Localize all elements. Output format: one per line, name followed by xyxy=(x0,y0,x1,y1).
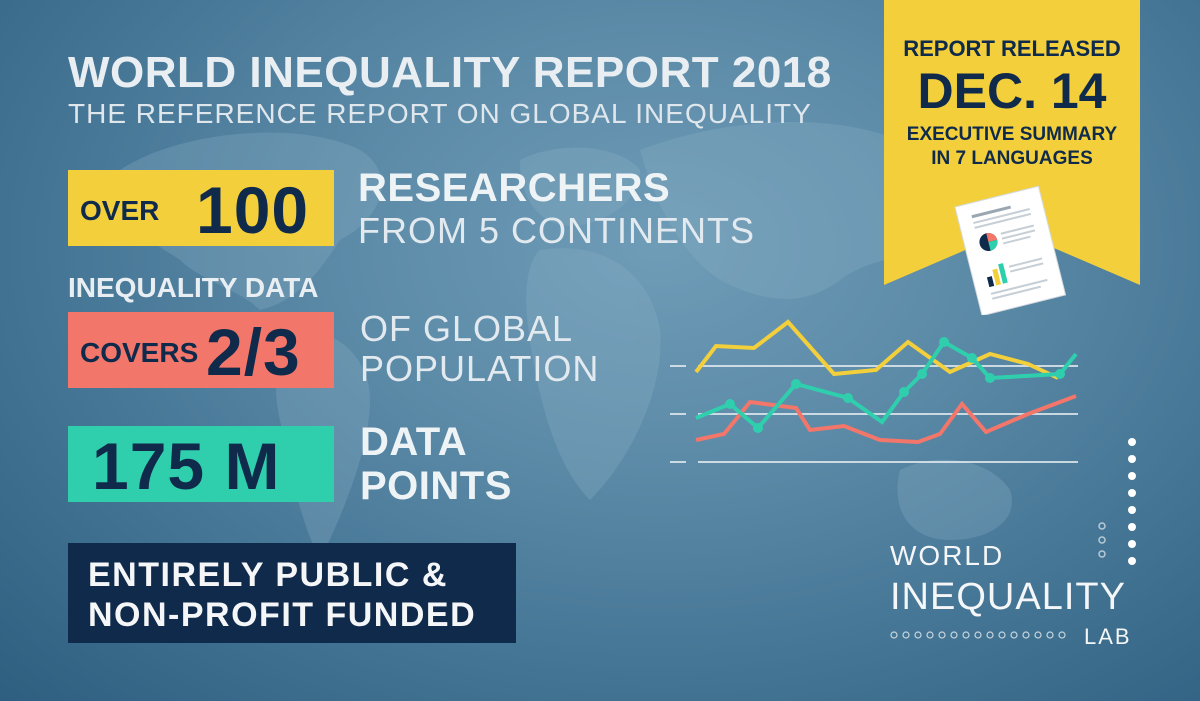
researchers-label: RESEARCHERS xyxy=(358,166,671,210)
summary-line2: IN 7 LANGUAGES xyxy=(931,148,1093,169)
datapoints-label-line1: DATA xyxy=(360,420,468,464)
coverage-box: COVERS 2/3 xyxy=(68,312,334,389)
funding-line1: ENTIRELY PUBLIC & xyxy=(88,556,448,594)
dotted-line-icon xyxy=(1098,522,1106,558)
release-ribbon xyxy=(884,0,1140,285)
datapoints-label-line2: POINTS xyxy=(360,464,512,508)
pie-chart-icon xyxy=(979,232,998,251)
coverage-above-label: INEQUALITY DATA xyxy=(68,272,319,303)
researchers-prefix: OVER xyxy=(80,195,160,226)
release-date: DEC. 14 xyxy=(917,63,1107,119)
researchers-sublabel: FROM 5 CONTINENTS xyxy=(358,210,756,251)
funding-box xyxy=(68,543,516,643)
coverage-label-line2: POPULATION xyxy=(360,348,600,389)
dotted-line-icon xyxy=(1128,438,1136,565)
dotted-line-icon xyxy=(890,631,1066,639)
lab-logo-line2: INEQUALITY xyxy=(890,576,1126,618)
release-label: REPORT RELEASED xyxy=(903,36,1121,61)
coverage-number: 2/3 xyxy=(206,315,301,389)
page-title: WORLD INEQUALITY REPORT 2018 xyxy=(68,48,832,97)
datapoints-number: 175 M xyxy=(92,429,281,503)
researchers-box: OVER 100 xyxy=(68,170,334,247)
researchers-number: 100 xyxy=(196,173,310,247)
summary-line1: EXECUTIVE SUMMARY xyxy=(906,124,1118,145)
lab-logo-line1: WORLD xyxy=(890,540,1005,571)
line-chart-icon xyxy=(670,319,1078,463)
page-subtitle: THE REFERENCE REPORT ON GLOBAL INEQUALIT… xyxy=(68,98,812,129)
coverage-prefix: COVERS xyxy=(80,337,199,368)
datapoints-box: 175 M xyxy=(68,426,334,503)
coverage-label-line1: OF GLOBAL xyxy=(360,308,574,349)
lab-logo-line3: LAB xyxy=(1084,624,1132,649)
bar-chart-icon xyxy=(986,263,1008,288)
funding-line2: NON-PROFIT FUNDED xyxy=(88,596,477,634)
document-icon xyxy=(954,185,1067,315)
